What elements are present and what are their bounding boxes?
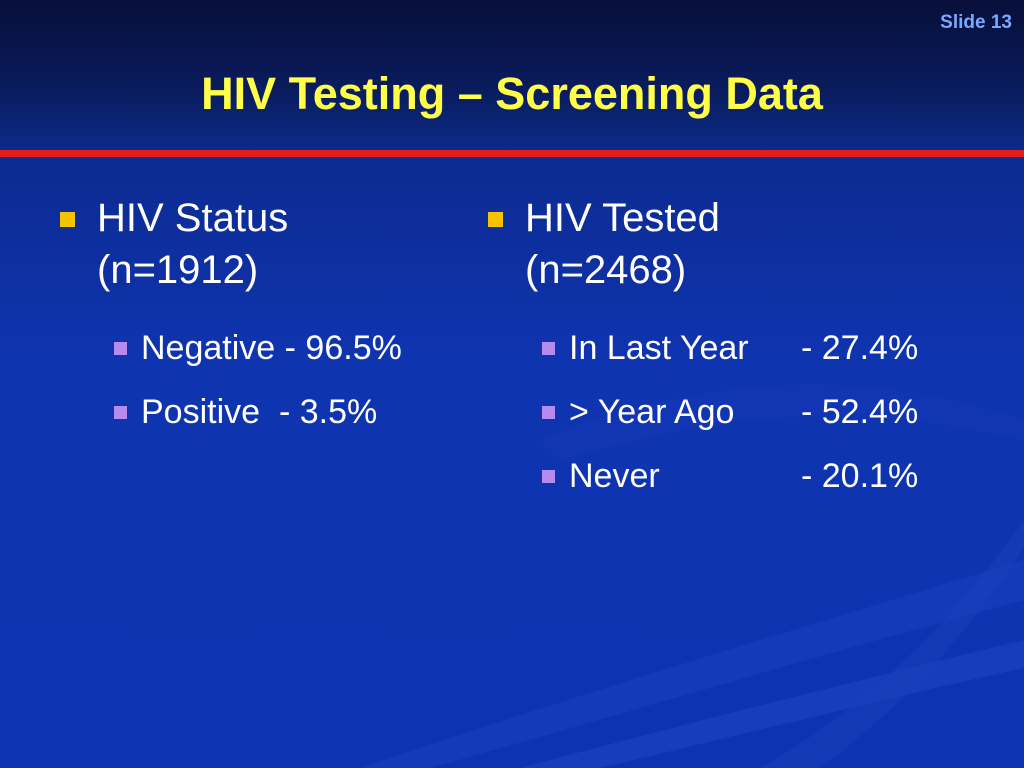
hiv-tested-heading-text: HIV Tested — [525, 196, 720, 240]
list-item-label: In Last Year — [569, 328, 749, 367]
hiv-tested-sample-size: (n=2468) — [525, 248, 687, 292]
list-item-label: Negative — [141, 328, 276, 367]
slide-title: HIV Testing – Screening Data — [201, 68, 823, 119]
square-bullet-icon — [114, 405, 127, 419]
list-item: In Last Year - 27.4% — [542, 316, 988, 380]
list-item: > Year Ago - 52.4% — [542, 380, 988, 444]
header-band — [0, 0, 1024, 152]
square-bullet-icon — [542, 405, 555, 419]
list-item-label: Never — [569, 456, 660, 495]
list-item-value: - 52.4% — [801, 392, 919, 431]
square-bullet-icon — [488, 212, 503, 227]
square-bullet-icon — [542, 341, 555, 355]
list-item: Negative - 96.5% — [114, 316, 480, 380]
square-bullet-icon — [60, 212, 75, 227]
square-bullet-icon — [114, 341, 127, 355]
hiv-status-column: HIV Status (n=1912) Negative - 96.5% Pos… — [60, 192, 480, 444]
hiv-status-list: Negative - 96.5% Positive - 3.5% — [114, 316, 480, 444]
slide-number: Slide 13 — [940, 12, 1012, 33]
hiv-status-sample-size: (n=1912) — [97, 248, 259, 292]
list-item: Positive - 3.5% — [114, 380, 480, 444]
hiv-status-heading: HIV Status (n=1912) — [60, 192, 480, 296]
square-bullet-icon — [542, 469, 555, 483]
hiv-tested-heading: HIV Tested (n=2468) — [488, 192, 988, 296]
title-divider — [0, 150, 1024, 157]
list-item-value: - 96.5% — [284, 328, 402, 367]
list-item-value: - 27.4% — [801, 328, 919, 367]
list-item-value: - 3.5% — [278, 392, 378, 431]
list-item-value: - 20.1% — [801, 456, 919, 495]
list-item-label: > Year Ago — [569, 392, 735, 431]
hiv-tested-list: In Last Year - 27.4% > Year Ago - 52.4% Ne… — [542, 316, 988, 508]
list-item: Never - 20.1% — [542, 444, 988, 508]
hiv-status-heading-text: HIV Status — [97, 196, 289, 240]
hiv-tested-column: HIV Tested (n=2468) In Last Year - 27.4% … — [488, 192, 988, 508]
list-item-label: Positive — [141, 392, 270, 431]
